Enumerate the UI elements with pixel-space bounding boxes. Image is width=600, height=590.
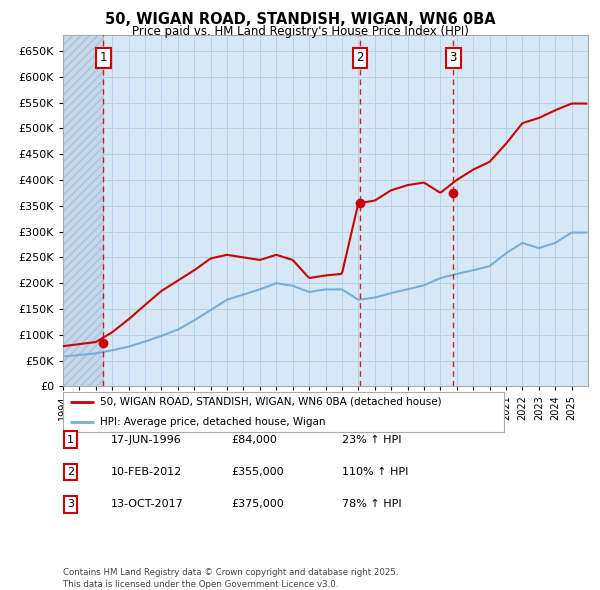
- Text: 2: 2: [356, 51, 364, 64]
- Text: 110% ↑ HPI: 110% ↑ HPI: [342, 467, 409, 477]
- Text: 13-OCT-2017: 13-OCT-2017: [111, 500, 184, 509]
- Text: £84,000: £84,000: [231, 435, 277, 444]
- Text: 1: 1: [67, 435, 74, 444]
- Text: Contains HM Land Registry data © Crown copyright and database right 2025.
This d: Contains HM Land Registry data © Crown c…: [63, 568, 398, 589]
- Text: 50, WIGAN ROAD, STANDISH, WIGAN, WN6 0BA: 50, WIGAN ROAD, STANDISH, WIGAN, WN6 0BA: [104, 12, 496, 27]
- Text: 2: 2: [67, 467, 74, 477]
- Text: 50, WIGAN ROAD, STANDISH, WIGAN, WN6 0BA (detached house): 50, WIGAN ROAD, STANDISH, WIGAN, WN6 0BA…: [100, 397, 442, 407]
- Text: 78% ↑ HPI: 78% ↑ HPI: [342, 500, 401, 509]
- Text: 1: 1: [100, 51, 107, 64]
- Text: 3: 3: [67, 500, 74, 509]
- Text: 3: 3: [449, 51, 457, 64]
- Text: 10-FEB-2012: 10-FEB-2012: [111, 467, 182, 477]
- Text: Price paid vs. HM Land Registry's House Price Index (HPI): Price paid vs. HM Land Registry's House …: [131, 25, 469, 38]
- Text: £375,000: £375,000: [231, 500, 284, 509]
- Text: 23% ↑ HPI: 23% ↑ HPI: [342, 435, 401, 444]
- Text: HPI: Average price, detached house, Wigan: HPI: Average price, detached house, Wiga…: [100, 417, 326, 427]
- Text: £355,000: £355,000: [231, 467, 284, 477]
- Text: 17-JUN-1996: 17-JUN-1996: [111, 435, 182, 444]
- Bar: [63, 35, 103, 386]
